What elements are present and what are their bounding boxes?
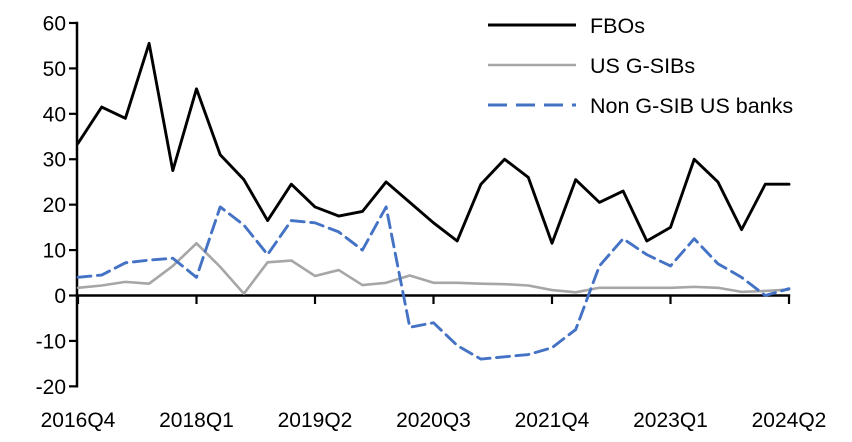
series-line-non-g-sib-us-banks <box>76 205 791 361</box>
y-tick-label: 0 <box>54 285 66 308</box>
legend-label-fbos: FBOs <box>590 14 645 38</box>
y-tick-label: 30 <box>43 149 66 172</box>
series-line-fbos <box>76 41 791 245</box>
legend-label-us-g-sibs: US G-SIBs <box>590 54 695 78</box>
series-line-us-g-sibs <box>76 241 791 295</box>
x-tick-label: 2020Q3 <box>396 409 471 432</box>
y-tick-label: 20 <box>43 194 66 217</box>
y-tick-label: 50 <box>43 58 66 81</box>
y-tick-label: 60 <box>43 12 66 35</box>
y-tick-label: 40 <box>43 103 66 126</box>
x-tick-label: 2018Q1 <box>159 409 234 432</box>
x-tick-label: 2024Q2 <box>752 409 827 432</box>
x-tick-label: 2023Q1 <box>633 409 708 432</box>
x-tick-label: 2016Q4 <box>41 409 116 432</box>
y-tick-label: 10 <box>43 240 66 263</box>
y-tick-label: -20 <box>36 376 66 399</box>
legend-label-non-g-sib-us-banks: Non G-SIB US banks <box>590 94 793 118</box>
x-tick-label: 2019Q2 <box>278 409 353 432</box>
y-tick-label: -10 <box>36 330 66 353</box>
x-tick-label: 2021Q4 <box>515 409 590 432</box>
